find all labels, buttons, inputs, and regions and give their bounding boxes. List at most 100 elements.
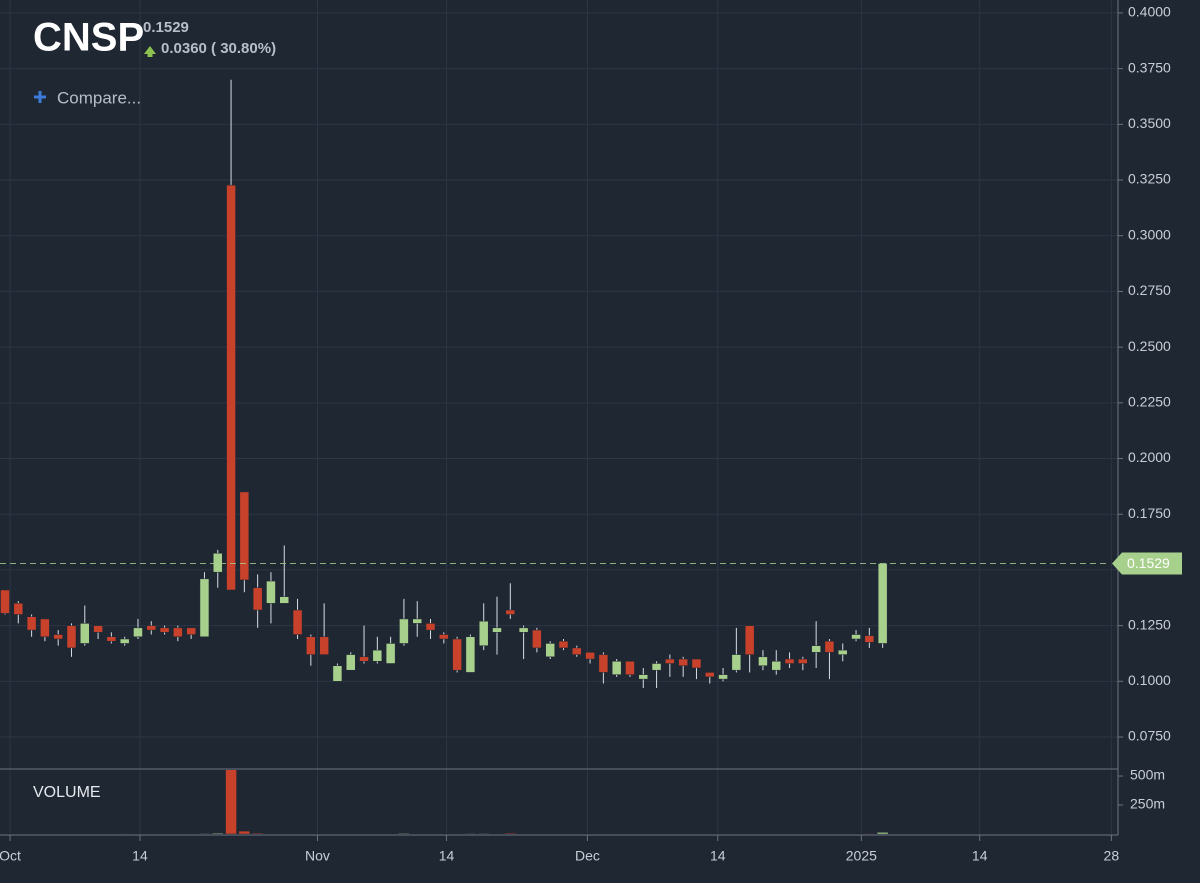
volume-bars [0,770,889,834]
volume-bar [464,833,477,834]
candle-body [837,649,848,655]
volume-bar [398,833,410,834]
candle-body [731,654,742,671]
candle-body [758,656,768,666]
x-tick-label: 14 [710,848,726,864]
last-price-tag-label: 0.1529 [1127,555,1170,571]
y-tick-label: 0.1000 [1128,672,1171,688]
candle-body [13,603,24,615]
candle-body [53,634,63,640]
candle-body [0,589,10,614]
volume-title: VOLUME [33,784,101,801]
candle-body [665,658,675,664]
candle-body [625,661,635,675]
candle-body [452,638,462,671]
y-tick-label: 0.2500 [1128,338,1171,354]
candle-body [385,643,396,664]
candle-body [744,625,755,655]
candle-body [319,636,329,655]
candle-body [492,627,502,633]
candle-body [159,627,170,633]
x-tick-label: 14 [972,848,988,864]
candle-body [173,627,183,638]
x-tick-label: 2025 [846,848,877,864]
candle-body [439,634,449,640]
candle-body [678,658,688,666]
candle-body [359,656,369,662]
candle-body [798,658,808,664]
compare-button[interactable]: Compare... [57,88,141,107]
candle-body [638,674,649,680]
volume-bar [477,833,490,834]
last-price-tag [1112,552,1182,575]
volume-tick-label: 250m [1130,796,1165,812]
x-tick-label: 14 [439,848,455,864]
candle-body [332,665,343,682]
volume-bar [212,832,224,834]
price-change: 0.0360 ( 30.80%) [161,40,276,57]
y-tick-label: 0.1250 [1128,616,1171,632]
volume-tick-label: 500m [1130,767,1165,783]
x-tick-label: 28 [1104,848,1120,864]
x-tick-label: Oct [0,848,21,864]
y-tick-label: 0.2000 [1128,449,1171,465]
candle-body [718,674,728,680]
y-tick-label: 0.3000 [1128,226,1171,242]
x-tick-label: 14 [132,848,148,864]
candle-body [239,491,250,581]
candle-body [824,640,835,653]
candle-body [851,634,861,640]
y-tick-label: 0.4000 [1128,4,1171,20]
volume-bar [225,770,237,834]
candle-body [213,552,223,573]
compare-plus[interactable] [34,91,46,103]
candle-body [252,587,263,611]
candle-body [705,672,715,678]
candle-body [784,658,795,664]
y-tick-label: 0.1750 [1128,505,1171,521]
candle-body [106,636,117,642]
candle-body [811,645,821,653]
candle-body [66,625,77,649]
candle-body [292,609,303,635]
candle-body [399,618,409,644]
candle-body [877,563,888,644]
candle-body [266,580,276,604]
candle-body [345,654,356,671]
candle-body [465,636,476,673]
y-tick-label: 0.3750 [1128,59,1171,75]
candle-body [691,658,702,669]
grid [0,0,1118,834]
candle-body [864,635,875,643]
candle-body [412,618,422,624]
candle-body [93,625,103,633]
candle-body [651,663,662,671]
candle-body [26,616,37,631]
candle-body [372,649,383,662]
y-tick-label: 0.2750 [1128,282,1171,298]
volume-bar [863,833,876,834]
candle-body [226,184,236,591]
volume-bar [238,830,251,834]
candle-body [558,640,569,649]
volume-bar [876,832,889,834]
candle-body [40,618,50,638]
candle-body [598,654,609,673]
candle-body [545,643,555,658]
up-arrow [144,46,156,57]
y-tick-label: 0.3250 [1128,171,1171,187]
candle-body [425,623,436,631]
candle-body [306,636,316,655]
candle-body [478,620,489,646]
candle-body [505,609,516,615]
candles [0,79,888,689]
candle-body [771,661,782,671]
candle-body [611,661,622,675]
y-tick-label: 0.3500 [1128,115,1171,131]
last-price: 0.1529 [143,19,189,36]
candle-body [199,578,210,638]
candle-body [518,627,529,633]
candle-body [279,596,289,604]
